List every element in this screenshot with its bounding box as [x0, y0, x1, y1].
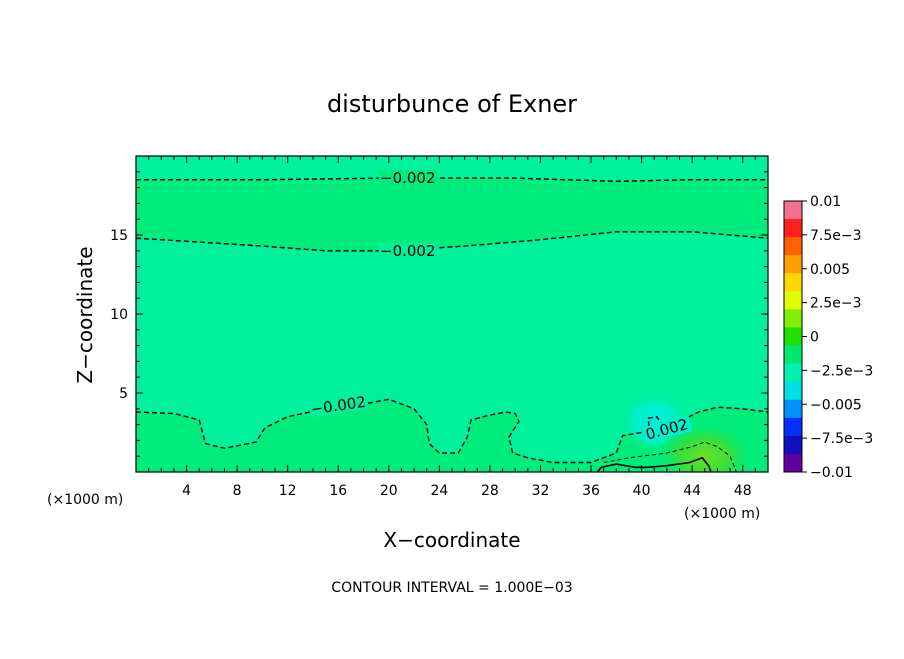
colorbar-tick-label: 7.5e−3 [810, 228, 862, 244]
colorbar-swatch [784, 381, 802, 401]
contour-line-3 [647, 415, 663, 429]
colorbar: 0.01 7.5e−3 0.005 2.5e−3 0 −2.5e−3 −0.005 −7.5e… [783, 194, 873, 481]
contour-label: −0.002 [380, 242, 436, 260]
contour-label-bg [378, 170, 437, 187]
colorbar-tick-label: −7.5e−3 [810, 431, 873, 447]
colorbar-swatch [784, 273, 802, 292]
colorbar-tick-label: 0 [810, 330, 819, 346]
colorbar-tick-label: −0.01 [810, 465, 853, 481]
colorbar-swatch [784, 327, 802, 347]
colorbar-swatch [784, 255, 802, 274]
colorbar-swatch [784, 201, 802, 220]
colorbar-tick-label: −2.5e−3 [810, 363, 873, 379]
x-axis-title: X−coordinate [383, 528, 520, 552]
contour-line-0 [136, 177, 768, 183]
contour-label: −0.002 [380, 169, 436, 187]
colorbar-swatch [784, 363, 802, 383]
colorbar-swatch [784, 237, 802, 256]
x-tick-label: 16 [329, 483, 347, 499]
y-tick-label: 5 [119, 386, 128, 402]
lower-band [136, 399, 768, 472]
colorbar-tick-label: 0.01 [810, 194, 841, 210]
y-axis-title: Z−coordinate [73, 246, 97, 383]
x-unit-left: (×1000 m) [47, 492, 123, 508]
high-anomaly [654, 422, 755, 472]
x-tick-label: 4 [182, 483, 191, 499]
colorbar-swatch [784, 399, 802, 419]
x-tick-label: 32 [532, 483, 550, 499]
x-tick-label: 20 [380, 483, 398, 499]
colorbar-swatch [784, 219, 802, 238]
contour-label-bg [308, 393, 369, 418]
colorbar-tick-label: −0.005 [810, 397, 862, 413]
colorbar-swatch [784, 291, 802, 310]
colorbar-tick-label: 0.005 [810, 262, 850, 278]
upper-band [136, 178, 768, 251]
x-tick-label: 48 [734, 483, 752, 499]
x-tick-label: 12 [279, 483, 297, 499]
colorbar-swatch [784, 309, 802, 328]
colorbar-swatch [784, 345, 802, 365]
contour-label-bg [378, 242, 437, 259]
x-tick-label: 28 [481, 483, 499, 499]
x-tick-label: 24 [430, 483, 448, 499]
colorbar-swatch [784, 453, 802, 473]
x-tick-label: 8 [233, 483, 242, 499]
chart-title: disturbunce of Exner [327, 90, 577, 118]
x-tick-label: 44 [683, 483, 701, 499]
field-fill [136, 156, 768, 472]
colorbar-swatch [784, 435, 802, 455]
x-tick-label: 36 [582, 483, 600, 499]
y-tick-label: 10 [110, 307, 128, 323]
colorbar-tick-label: 2.5e−3 [810, 296, 862, 312]
contour-label-group-1: −0.002 [378, 242, 437, 260]
colorbar-swatch [784, 417, 802, 437]
contour-line-4 [596, 456, 712, 472]
contour-label-group-0: −0.002 [378, 169, 437, 187]
x-unit-right: (×1000 m) [684, 506, 760, 522]
x-tick-label: 40 [633, 483, 651, 499]
contour-label-bg [641, 415, 693, 444]
ticks [136, 156, 768, 472]
contour-interval-note: CONTOUR INTERVAL = 1.000E−03 [331, 580, 572, 596]
y-tick-label: 15 [110, 228, 128, 244]
